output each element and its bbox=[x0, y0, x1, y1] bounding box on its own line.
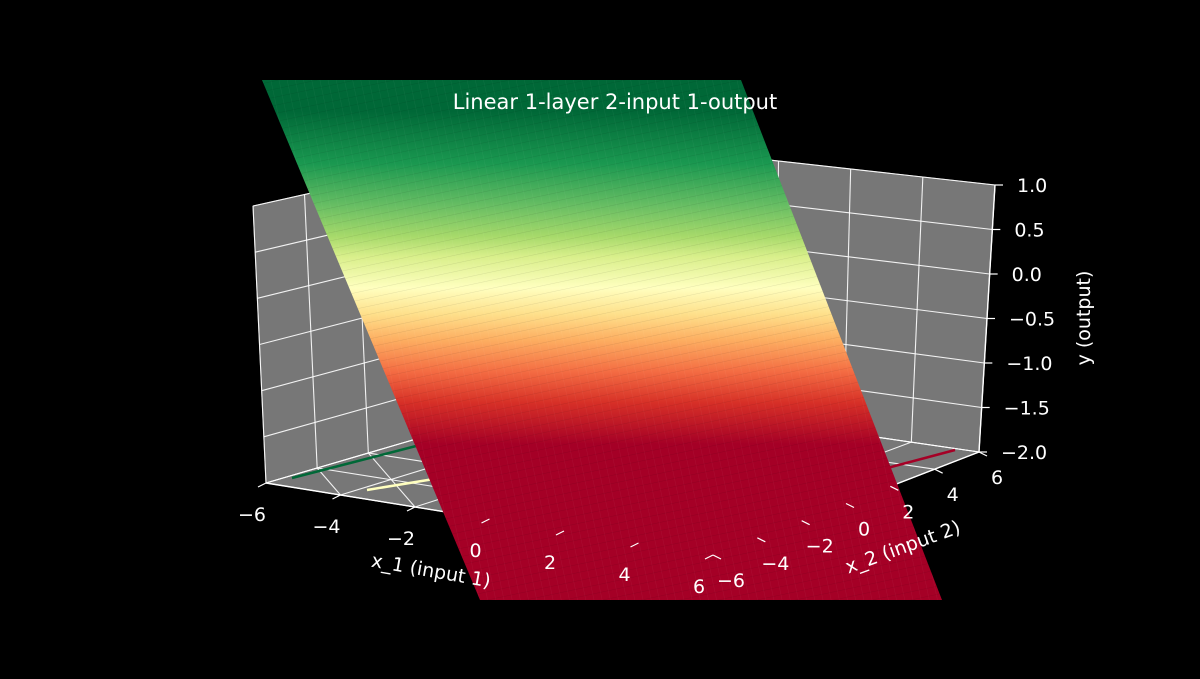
y-tick-mark bbox=[757, 537, 766, 543]
y-tick-mark bbox=[978, 451, 988, 457]
x-tick-label: −4 bbox=[312, 516, 340, 538]
z-tick-label: 1.0 bbox=[1017, 175, 1047, 197]
z-axis-label: y (output) bbox=[1073, 271, 1095, 366]
y-tick-mark bbox=[801, 520, 810, 526]
x-tick-label: 6 bbox=[693, 576, 705, 598]
y-tick-label: 4 bbox=[947, 484, 959, 506]
z-tick-label: 0.0 bbox=[1012, 264, 1042, 286]
y-tick-mark bbox=[845, 502, 855, 509]
x-tick-label: −6 bbox=[238, 504, 266, 526]
x-tick-mark bbox=[481, 518, 490, 524]
z-tick-label: −1.5 bbox=[1004, 398, 1050, 420]
x-tick-mark bbox=[406, 506, 416, 512]
chart-title: Linear 1-layer 2-input 1-output bbox=[453, 90, 777, 114]
x-tick-mark bbox=[332, 494, 341, 500]
z-tick-label: 0.5 bbox=[1014, 220, 1044, 242]
grid-line bbox=[316, 467, 341, 496]
y-tick-label: −2 bbox=[806, 536, 834, 558]
x-axis-ticks: −6 −4 −2 0 2 4 6 bbox=[238, 482, 714, 598]
x-tick-mark bbox=[257, 482, 267, 488]
y-tick-label: −6 bbox=[717, 570, 745, 592]
y-axis-ticks: −6 −4 −2 0 2 4 6 bbox=[712, 451, 1003, 592]
y-tick-mark bbox=[890, 485, 899, 491]
x-tick-label: 4 bbox=[618, 564, 630, 586]
y-tick-mark bbox=[712, 554, 722, 560]
z-tick-label: −2.0 bbox=[1001, 442, 1047, 464]
x-tick-mark bbox=[704, 554, 714, 560]
x-tick-label: 2 bbox=[544, 552, 556, 574]
x-tick-label: −2 bbox=[387, 528, 415, 550]
floor-contour-lines bbox=[291, 443, 956, 492]
x-tick-label: 0 bbox=[469, 540, 481, 562]
x-tick-mark bbox=[630, 542, 639, 548]
contour-line bbox=[366, 476, 441, 492]
y-tick-mark bbox=[934, 468, 943, 474]
contour-line bbox=[291, 443, 421, 480]
y-tick-label: −4 bbox=[761, 553, 789, 575]
z-tick-label: −1.0 bbox=[1006, 353, 1052, 375]
y-tick-label: 2 bbox=[902, 501, 914, 523]
z-axis-ticks: −2.0 −1.5 −1.0 −0.5 0.0 0.5 1.0 bbox=[979, 175, 1055, 464]
x-tick-mark bbox=[555, 530, 565, 536]
y-tick-label: 6 bbox=[991, 467, 1003, 489]
y-tick-label: 0 bbox=[858, 519, 870, 541]
surface-mesh bbox=[262, 80, 942, 600]
contour-line bbox=[879, 448, 956, 472]
z-tick-label: −0.5 bbox=[1009, 309, 1055, 331]
